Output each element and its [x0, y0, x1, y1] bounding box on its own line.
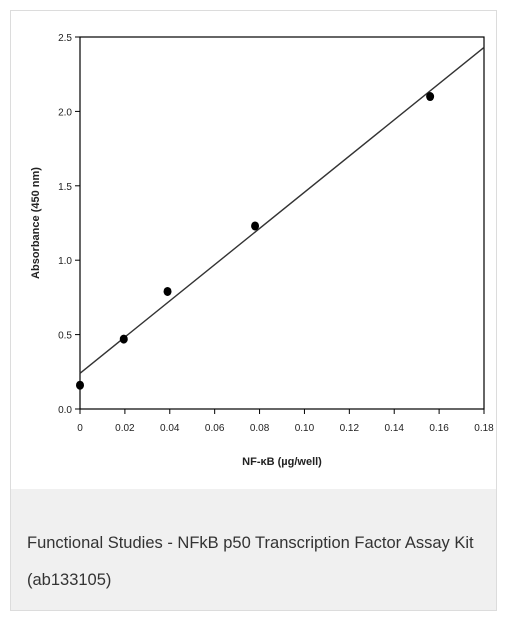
chart-axes: [79, 36, 485, 410]
x-axis-title: NF-κB (µg/well): [242, 456, 322, 468]
x-tick-label: 0.16: [429, 423, 449, 434]
fit-line: [79, 46, 485, 374]
y-axis-title: Absorbance (450 nm): [30, 167, 42, 279]
figure-card: 0 0.02 0.04 0.06 0.08 0.10 0.12 0.14 0.16 0.18 0.0…: [10, 10, 497, 611]
chart-area: 0 0.02 0.04 0.06 0.08 0.10 0.12 0.14 0.16 0.18 0.0…: [11, 11, 496, 489]
data-point: [76, 380, 84, 390]
x-tick-label: 0: [77, 423, 83, 434]
plot-frame: [79, 36, 485, 410]
standard-curve-chart: 0 0.02 0.04 0.06 0.08 0.10 0.12 0.14 0.16 0.18 0.0…: [30, 33, 494, 468]
data-points: [76, 92, 435, 390]
x-tick-label: 0.06: [205, 423, 225, 434]
data-point: [163, 286, 172, 296]
x-tick-label: 0.10: [295, 423, 315, 434]
y-tick-label: 0.0: [58, 405, 72, 416]
chart-ticks: 0 0.02 0.04 0.06 0.08 0.10 0.12 0.14 0.16 0.18 0.0…: [58, 33, 494, 434]
data-point: [119, 334, 128, 344]
x-tick-label: 0.12: [340, 423, 360, 434]
figure-caption: Functional Studies - NFkB p50 Transcript…: [11, 489, 496, 610]
y-tick-label: 2.0: [58, 107, 72, 118]
x-tick-label: 0.08: [250, 423, 270, 434]
caption-text: Functional Studies - NFkB p50 Transcript…: [27, 534, 474, 589]
x-tick-label: 0.18: [474, 423, 494, 434]
x-tick-label: 0.02: [115, 423, 135, 434]
x-tick-label: 0.14: [384, 423, 404, 434]
y-tick-label: 2.5: [58, 33, 72, 44]
x-tick-label: 0.04: [160, 423, 180, 434]
y-tick-label: 0.5: [58, 331, 72, 342]
y-tick-label: 1.0: [58, 256, 72, 267]
data-point: [426, 92, 435, 102]
data-point: [251, 221, 260, 231]
y-tick-label: 1.5: [58, 182, 72, 193]
